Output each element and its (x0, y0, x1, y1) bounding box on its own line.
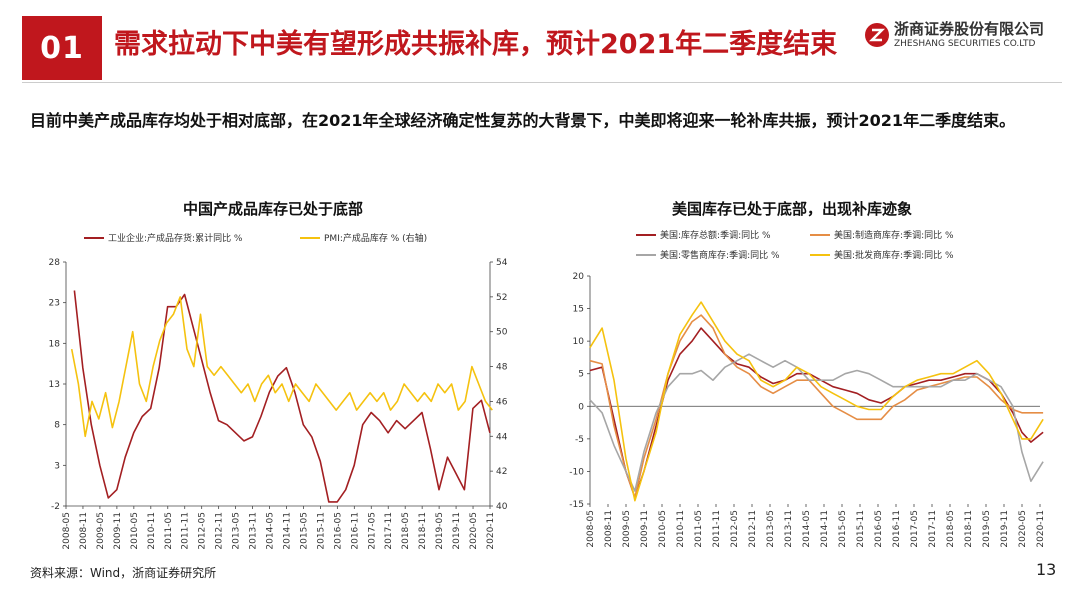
x-tick-label: 2010-11 (676, 510, 686, 548)
chart1-title: 中国产成品库存已处于底部 (183, 200, 364, 218)
y-tick-label: 13 (49, 380, 60, 390)
chart2-title: 美国库存已处于底部，出现补库迹象 (672, 200, 913, 218)
x-tick-label: 2013-11 (784, 510, 794, 548)
y-tick-label: -5 (575, 435, 584, 445)
x-tick-label: 2017-05 (910, 510, 920, 548)
y2-tick-label: 54 (496, 258, 508, 268)
x-tick-label: 2010-05 (658, 510, 668, 548)
x-tick-label: 2017-05 (367, 512, 377, 550)
legend-label-0: 美国:库存总额:季调:同比 % (660, 229, 771, 241)
x-tick-label: 2018-05 (401, 512, 411, 550)
x-tick-label: 2020-05 (1018, 510, 1028, 548)
x-tick-label: 2010-05 (130, 512, 140, 550)
x-tick-label: 2020-11 (486, 512, 496, 550)
legend-label-0: 工业企业:产成品存货:累计同比 % (108, 232, 243, 244)
logo-en-text: ZHESHANG SECURITIES CO.LTD (894, 39, 1036, 49)
legend-label-3: 美国:批发商库存:季调:同比 % (834, 249, 954, 261)
x-tick-label: 2011-11 (181, 512, 191, 550)
section-number: 01 (22, 16, 102, 80)
y2-tick-label: 42 (496, 467, 507, 477)
x-tick-label: 2016-11 (350, 512, 360, 550)
x-tick-label: 2020-11 (1036, 510, 1046, 548)
x-tick-label: 2017-11 (384, 512, 394, 550)
legend-label-1: 美国:制造商库存:季调:同比 % (834, 229, 954, 241)
y2-tick-label: 52 (496, 293, 507, 303)
x-tick-label: 2011-05 (164, 512, 174, 550)
series-line-1 (70, 296, 493, 438)
page-number: 13 (1036, 560, 1057, 579)
x-tick-label: 2014-05 (802, 510, 812, 548)
x-tick-label: 2014-05 (266, 512, 276, 550)
y-tick-label: -2 (51, 502, 60, 512)
y2-tick-label: 48 (496, 363, 508, 373)
x-tick-label: 2009-11 (640, 510, 650, 548)
y-tick-label: -10 (569, 467, 584, 477)
x-tick-label: 2019-05 (435, 512, 445, 550)
x-tick-label: 2015-11 (856, 510, 866, 548)
x-tick-label: 2015-05 (299, 512, 309, 550)
x-tick-label: 2016-05 (333, 512, 343, 550)
x-tick-label: 2010-11 (147, 512, 157, 550)
x-tick-label: 2012-11 (215, 512, 225, 550)
y-tick-label: -15 (569, 500, 584, 510)
y2-tick-label: 44 (496, 432, 508, 442)
x-tick-label: 2013-11 (249, 512, 259, 550)
x-tick-label: 2019-11 (1000, 510, 1010, 548)
x-tick-label: 2020-05 (469, 512, 479, 550)
x-tick-label: 2011-05 (694, 510, 704, 548)
series-line-0 (73, 290, 491, 503)
chart-us-inventory: -15 -10 -5 0 5 10 15 20 2008-05 2008-11 2009-05 200… (569, 229, 1046, 548)
legend-label-1: PMI:产成品库存 % (右轴) (324, 232, 427, 244)
legend-label-2: 美国:零售商库存:季调:同比 % (660, 249, 780, 261)
x-tick-label: 2008-05 (62, 512, 72, 550)
x-tick-label: 2008-11 (79, 512, 89, 550)
y-tick-label: 8 (54, 421, 60, 431)
x-tick-label: 2018-11 (418, 512, 428, 550)
x-tick-label: 2008-11 (604, 510, 614, 548)
x-tick-label: 2013-05 (232, 512, 242, 550)
x-tick-label: 2012-11 (748, 510, 758, 548)
x-tick-label: 2019-05 (982, 510, 992, 548)
x-tick-label: 2017-11 (928, 510, 938, 548)
x-tick-label: 2014-11 (282, 512, 292, 550)
x-tick-label: 2012-05 (198, 512, 208, 550)
company-logo: 浙商证券股份有限公司 ZHESHANG SECURITIES CO.LTD (864, 18, 1064, 56)
x-tick-label: 2009-05 (96, 512, 106, 550)
x-tick-label: 2015-11 (316, 512, 326, 550)
x-tick-label: 2009-05 (622, 510, 632, 548)
y-tick-label: 5 (578, 370, 584, 380)
logo-icon (865, 23, 889, 47)
y-tick-label: 10 (573, 337, 585, 347)
y-tick-label: 23 (49, 299, 60, 309)
y2-tick-label: 40 (496, 502, 508, 512)
chart-china-inventory: -2 3 8 13 18 23 28 40 42 44 46 48 50 52 54 2008-05 2008-… (49, 232, 508, 550)
x-tick-label: 2018-11 (964, 510, 974, 548)
series-line-3 (589, 301, 1044, 502)
y-tick-label: 0 (578, 402, 584, 412)
x-tick-label: 2015-05 (838, 510, 848, 548)
summary-text: 目前中美产成品库存均处于相对底部，在2021年全球经济确定性复苏的大背景下，中美… (30, 111, 1016, 130)
page-title: 需求拉动下中美有望形成共振补库，预计2021年二季度结束 (114, 29, 838, 60)
x-tick-label: 2012-05 (730, 510, 740, 548)
x-tick-label: 2009-11 (113, 512, 123, 550)
x-tick-label: 2016-11 (892, 510, 902, 548)
y-tick-label: 15 (573, 305, 584, 315)
x-tick-label: 2014-11 (820, 510, 830, 548)
x-tick-label: 2011-11 (712, 510, 722, 548)
logo-cn-text: 浙商证券股份有限公司 (894, 20, 1045, 38)
x-tick-label: 2008-05 (586, 510, 596, 548)
y2-tick-label: 50 (496, 328, 508, 338)
y-tick-label: 18 (49, 339, 61, 349)
y-tick-label: 28 (49, 258, 61, 268)
x-tick-label: 2013-05 (766, 510, 776, 548)
y2-tick-label: 46 (496, 397, 508, 407)
y-tick-label: 20 (573, 272, 585, 282)
data-source: 资料来源：Wind，浙商证券研究所 (30, 566, 217, 580)
y-tick-label: 3 (54, 461, 60, 471)
header-divider (22, 82, 1062, 83)
x-tick-label: 2018-05 (946, 510, 956, 548)
x-tick-label: 2019-11 (452, 512, 462, 550)
x-tick-label: 2016-05 (874, 510, 884, 548)
